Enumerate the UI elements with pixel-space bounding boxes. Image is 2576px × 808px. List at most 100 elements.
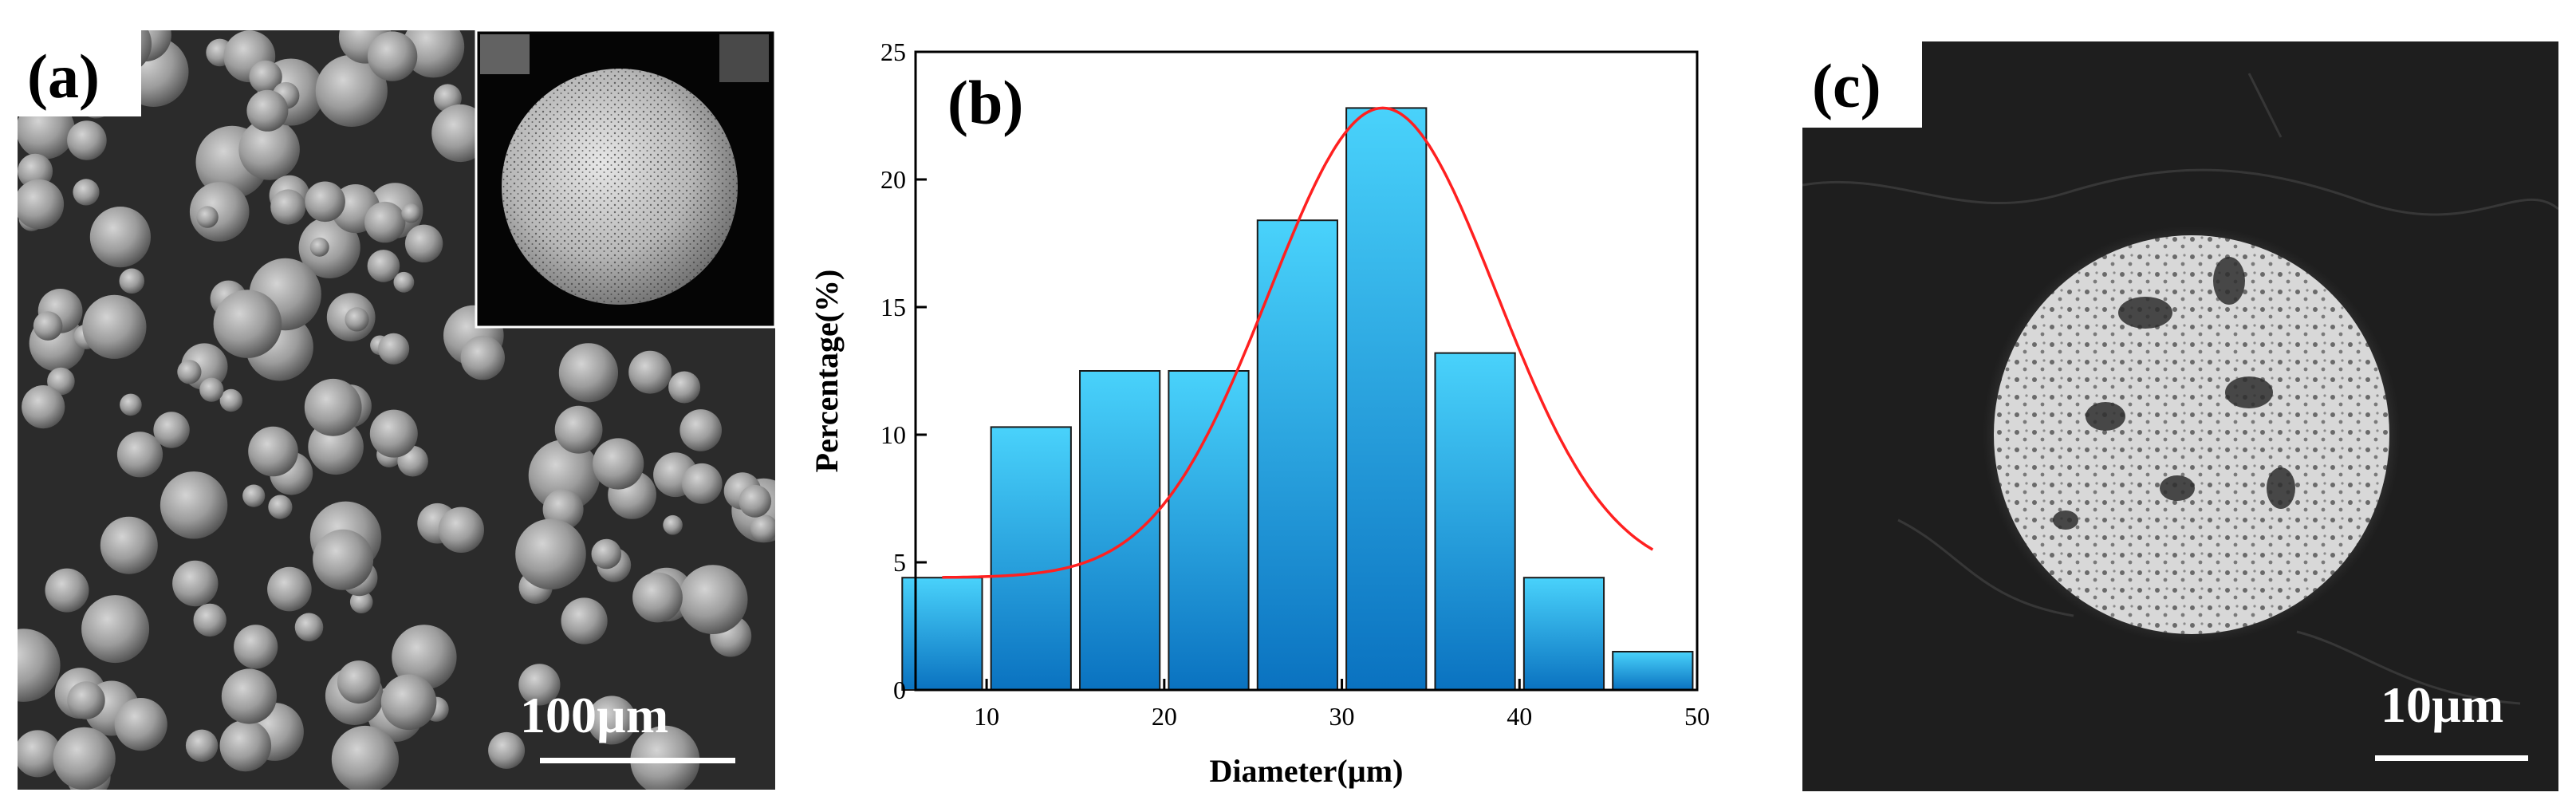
powder-particle (593, 438, 644, 490)
panel-a-label: (a) (27, 41, 100, 111)
powder-particle (172, 560, 219, 607)
powder-particle (193, 603, 226, 637)
powder-particle (219, 719, 272, 772)
powder-particle (561, 597, 608, 644)
panel-c-label: (c) (1812, 51, 1881, 120)
powder-particle (22, 385, 65, 429)
powder-particle (219, 388, 242, 412)
powder-particle (628, 350, 672, 394)
powder-particle (750, 514, 778, 542)
powder-particle (380, 674, 437, 731)
powder-particle (14, 730, 61, 778)
powder-particle (402, 16, 465, 78)
powder-particle (554, 405, 603, 454)
powder-particle (401, 203, 421, 223)
y-tick-label: 5 (893, 548, 906, 577)
powder-particle (587, 696, 636, 745)
powder-particle (249, 60, 282, 94)
panel-c-scale-label: 10µm (2381, 676, 2503, 733)
powder-particle (199, 377, 224, 402)
powder-particle (681, 463, 723, 504)
x-tick-label: 20 (1152, 702, 1177, 731)
x-tick-label: 50 (1684, 702, 1710, 731)
powder-particle (114, 698, 167, 751)
gaussian-fit-curve (942, 106, 1654, 579)
powder-particle (345, 307, 369, 332)
cross-section-particle (1994, 235, 2389, 634)
x-tick-label: 40 (1507, 702, 1532, 731)
powder-particle (120, 393, 142, 416)
powder-particle (89, 207, 151, 268)
powder-particle (313, 529, 374, 590)
powder-particle (153, 412, 190, 448)
histogram-bar (1434, 352, 1516, 691)
powder-particle (393, 271, 415, 293)
powder-particle (213, 290, 282, 358)
powder-particle (246, 89, 289, 132)
x-axis-label: Diameter(µm) (1210, 753, 1404, 789)
powder-particle (591, 538, 622, 570)
y-tick-label: 0 (893, 676, 906, 704)
powder-particle (431, 104, 490, 163)
powder-particle (349, 590, 373, 613)
powder-particle (67, 681, 105, 719)
panel-c-image: (c) 10µm (1802, 41, 2559, 791)
powder-particle (404, 224, 443, 262)
y-tick-label: 25 (880, 37, 906, 66)
powder-particle (100, 516, 158, 574)
powder-particle (331, 725, 399, 794)
panel-b: 10 20 30 40 50 0 5 10 15 20 25 (b) Diameter(µm) Pe… (796, 24, 1733, 794)
y-tick-label: 20 (880, 165, 906, 194)
powder-particle (679, 409, 722, 451)
powder-particle (73, 179, 100, 206)
histogram-bar (1612, 651, 1694, 691)
powder-particle (739, 484, 772, 518)
powder-particle (315, 54, 388, 127)
powder-particle (14, 179, 65, 230)
particle-field (0, 8, 796, 799)
panel-a: (a) 100µm (0, 8, 796, 799)
powder-particle (270, 189, 306, 225)
panel-a-image: (a) 100µm (0, 8, 796, 799)
powder-particle (81, 595, 150, 664)
histogram-bar (1522, 577, 1605, 692)
powder-particle (364, 201, 406, 243)
powder-particle (33, 311, 63, 341)
powder-particle (160, 471, 228, 539)
y-axis-label: Percentage(%) (809, 270, 845, 473)
powder-particle (663, 514, 683, 535)
powder-particle (82, 294, 147, 359)
powder-particle (177, 360, 202, 384)
histogram-bar (901, 577, 983, 692)
powder-particle (528, 439, 601, 511)
powder-particle (67, 120, 107, 160)
powder-particle (460, 335, 505, 380)
powder-particle (119, 268, 145, 294)
powder-particle (267, 566, 312, 612)
y-tick-label: 15 (880, 293, 906, 321)
powder-particle (309, 237, 329, 257)
powder-particle (304, 378, 362, 436)
powder-particle (369, 409, 418, 458)
histogram-bar (1079, 370, 1161, 691)
y-tick-label: 10 (880, 420, 906, 449)
powder-particle (116, 432, 163, 478)
powder-particle (185, 729, 219, 762)
panel-b-label: (b) (947, 68, 1023, 137)
powder-particle (392, 625, 457, 690)
powder-particle (248, 426, 298, 477)
inset-image (475, 29, 777, 329)
powder-particle (294, 613, 324, 642)
powder-particle (53, 727, 116, 790)
powder-particle (668, 371, 701, 404)
powder-particle (378, 333, 410, 365)
powder-particle (234, 625, 278, 669)
powder-particle (337, 660, 380, 704)
histogram-chart: 10 20 30 40 50 0 5 10 15 20 25 (b) Diameter(µm) Pe… (809, 37, 1710, 789)
powder-particle (268, 495, 293, 519)
powder-particle (298, 216, 360, 278)
powder-particle (518, 664, 561, 706)
powder-particle (678, 565, 748, 634)
powder-particle (196, 206, 219, 228)
powder-particle (45, 568, 89, 613)
